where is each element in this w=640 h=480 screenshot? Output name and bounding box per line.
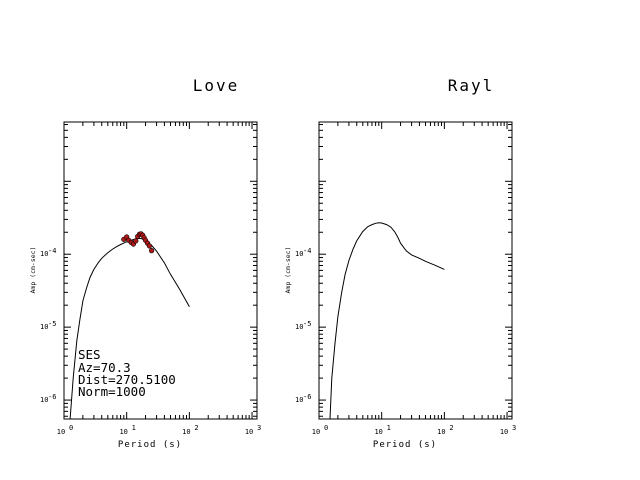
annotation-line: Norm=1000: [78, 384, 146, 399]
x-tick-labels: 10 0 10 1 10 2 10 3: [312, 424, 516, 436]
y-tick-label: 10: [40, 250, 48, 258]
y-tick-exponent: -6: [303, 393, 311, 401]
x-tick-exponent: 0: [324, 424, 328, 432]
y-tick-label: 10: [295, 396, 303, 404]
tick-marks: [63, 122, 257, 419]
panel-title: Love: [193, 76, 240, 95]
y-tick-exponent: -5: [48, 320, 56, 328]
plot-frame: [318, 121, 513, 420]
x-tick-label: 10: [374, 428, 382, 436]
x-tick-labels: 10 0 10 1 10 2 10 3: [57, 424, 261, 436]
x-axis-label: Period (s): [373, 440, 437, 450]
x-tick-label: 10: [182, 428, 190, 436]
data-point: [146, 243, 152, 249]
x-tick-label: 10: [119, 428, 127, 436]
y-tick-label: 10: [295, 323, 303, 331]
tick-marks: [318, 122, 512, 419]
series-line: [329, 222, 445, 420]
data-point: [149, 248, 155, 254]
x-tick-label: 10: [57, 428, 65, 436]
x-tick-exponent: 3: [512, 424, 516, 432]
y-tick-label: 10: [40, 396, 48, 404]
y-axis-label: Amp (cm-sec): [29, 247, 37, 294]
rayl-panel: Rayl 10 0 10 1 10 2 10 3 10-610-510-4 Period (s…: [284, 76, 516, 450]
series-line: [69, 237, 190, 420]
x-tick-label: 10: [312, 428, 320, 436]
x-tick-exponent: 1: [387, 424, 391, 432]
annotation-line: Dist=270.5100: [78, 372, 176, 387]
x-tick-exponent: 2: [194, 424, 198, 432]
y-tick-exponent: -5: [303, 320, 311, 328]
x-tick-exponent: 2: [449, 424, 453, 432]
annotation-line: Az=70.3: [78, 360, 131, 375]
data-point: [133, 238, 139, 244]
y-tick-exponent: -4: [303, 247, 311, 255]
y-tick-label: 10: [40, 323, 48, 331]
y-tick-labels: 10-610-510-4: [295, 247, 311, 404]
love-panel: Love 10 0 10 1 10 2 10 3 10-610-510-4 Period (s…: [29, 76, 261, 450]
scatter-points: [121, 231, 155, 254]
station-annotation: SES Az=70.3 Dist=270.5100 Norm=1000: [78, 347, 176, 399]
x-tick-label: 10: [500, 428, 508, 436]
y-tick-label: 10: [295, 250, 303, 258]
x-tick-label: 10: [437, 428, 445, 436]
panel-title: Rayl: [448, 76, 495, 95]
x-tick-exponent: 1: [132, 424, 136, 432]
annotation-line: SES: [78, 347, 101, 362]
y-tick-labels: 10-610-510-4: [40, 247, 56, 404]
y-axis-label: Amp (cm-sec): [284, 247, 292, 294]
x-tick-label: 10: [245, 428, 253, 436]
x-axis-label: Period (s): [118, 440, 182, 450]
x-tick-exponent: 3: [257, 424, 261, 432]
x-tick-exponent: 0: [69, 424, 73, 432]
y-tick-exponent: -6: [48, 393, 56, 401]
y-tick-exponent: -4: [48, 247, 56, 255]
